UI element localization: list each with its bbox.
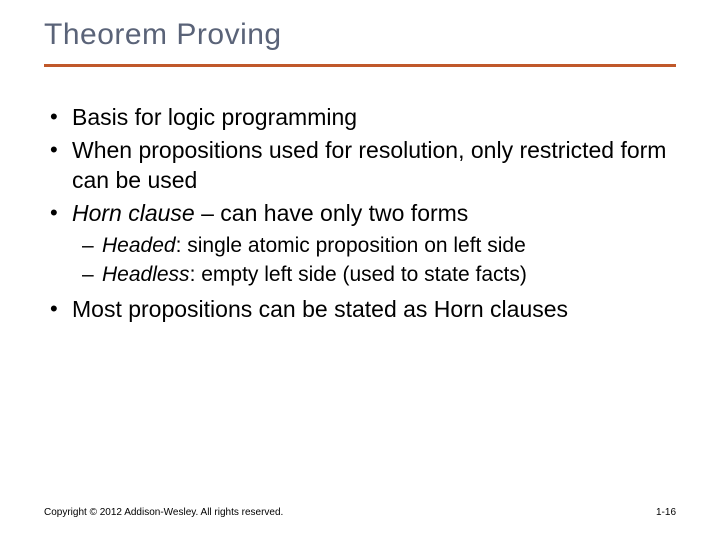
slide-title: Theorem Proving <box>44 18 676 52</box>
bullet-text: – can have only two forms <box>195 200 469 226</box>
bullet-item: Basis for logic programming <box>72 103 676 132</box>
sub-bullet-list: Headed: single atomic proposition on lef… <box>72 233 676 289</box>
slide-footer: Copyright © 2012 Addison-Wesley. All rig… <box>44 507 676 518</box>
bullet-item: Horn clause – can have only two forms He… <box>72 199 676 288</box>
sub-bullet-item: Headed: single atomic proposition on lef… <box>102 233 676 260</box>
bullet-item: Most propositions can be stated as Horn … <box>72 295 676 324</box>
bullet-text: : empty left side (used to state facts) <box>190 263 527 286</box>
page-number: 1-16 <box>656 507 676 518</box>
bullet-list: Basis for logic programming When proposi… <box>44 103 676 324</box>
bullet-item: When propositions used for resolution, o… <box>72 136 676 195</box>
slide: Theorem Proving Basis for logic programm… <box>0 0 720 540</box>
slide-body: Basis for logic programming When proposi… <box>44 103 676 324</box>
title-divider <box>44 64 676 67</box>
term-italic: Headed <box>102 234 176 257</box>
term-italic: Headless <box>102 263 190 286</box>
sub-bullet-item: Headless: empty left side (used to state… <box>102 262 676 289</box>
bullet-text: : single atomic proposition on left side <box>176 234 526 257</box>
copyright-text: Copyright © 2012 Addison-Wesley. All rig… <box>44 507 283 518</box>
term-italic: Horn clause <box>72 200 195 226</box>
